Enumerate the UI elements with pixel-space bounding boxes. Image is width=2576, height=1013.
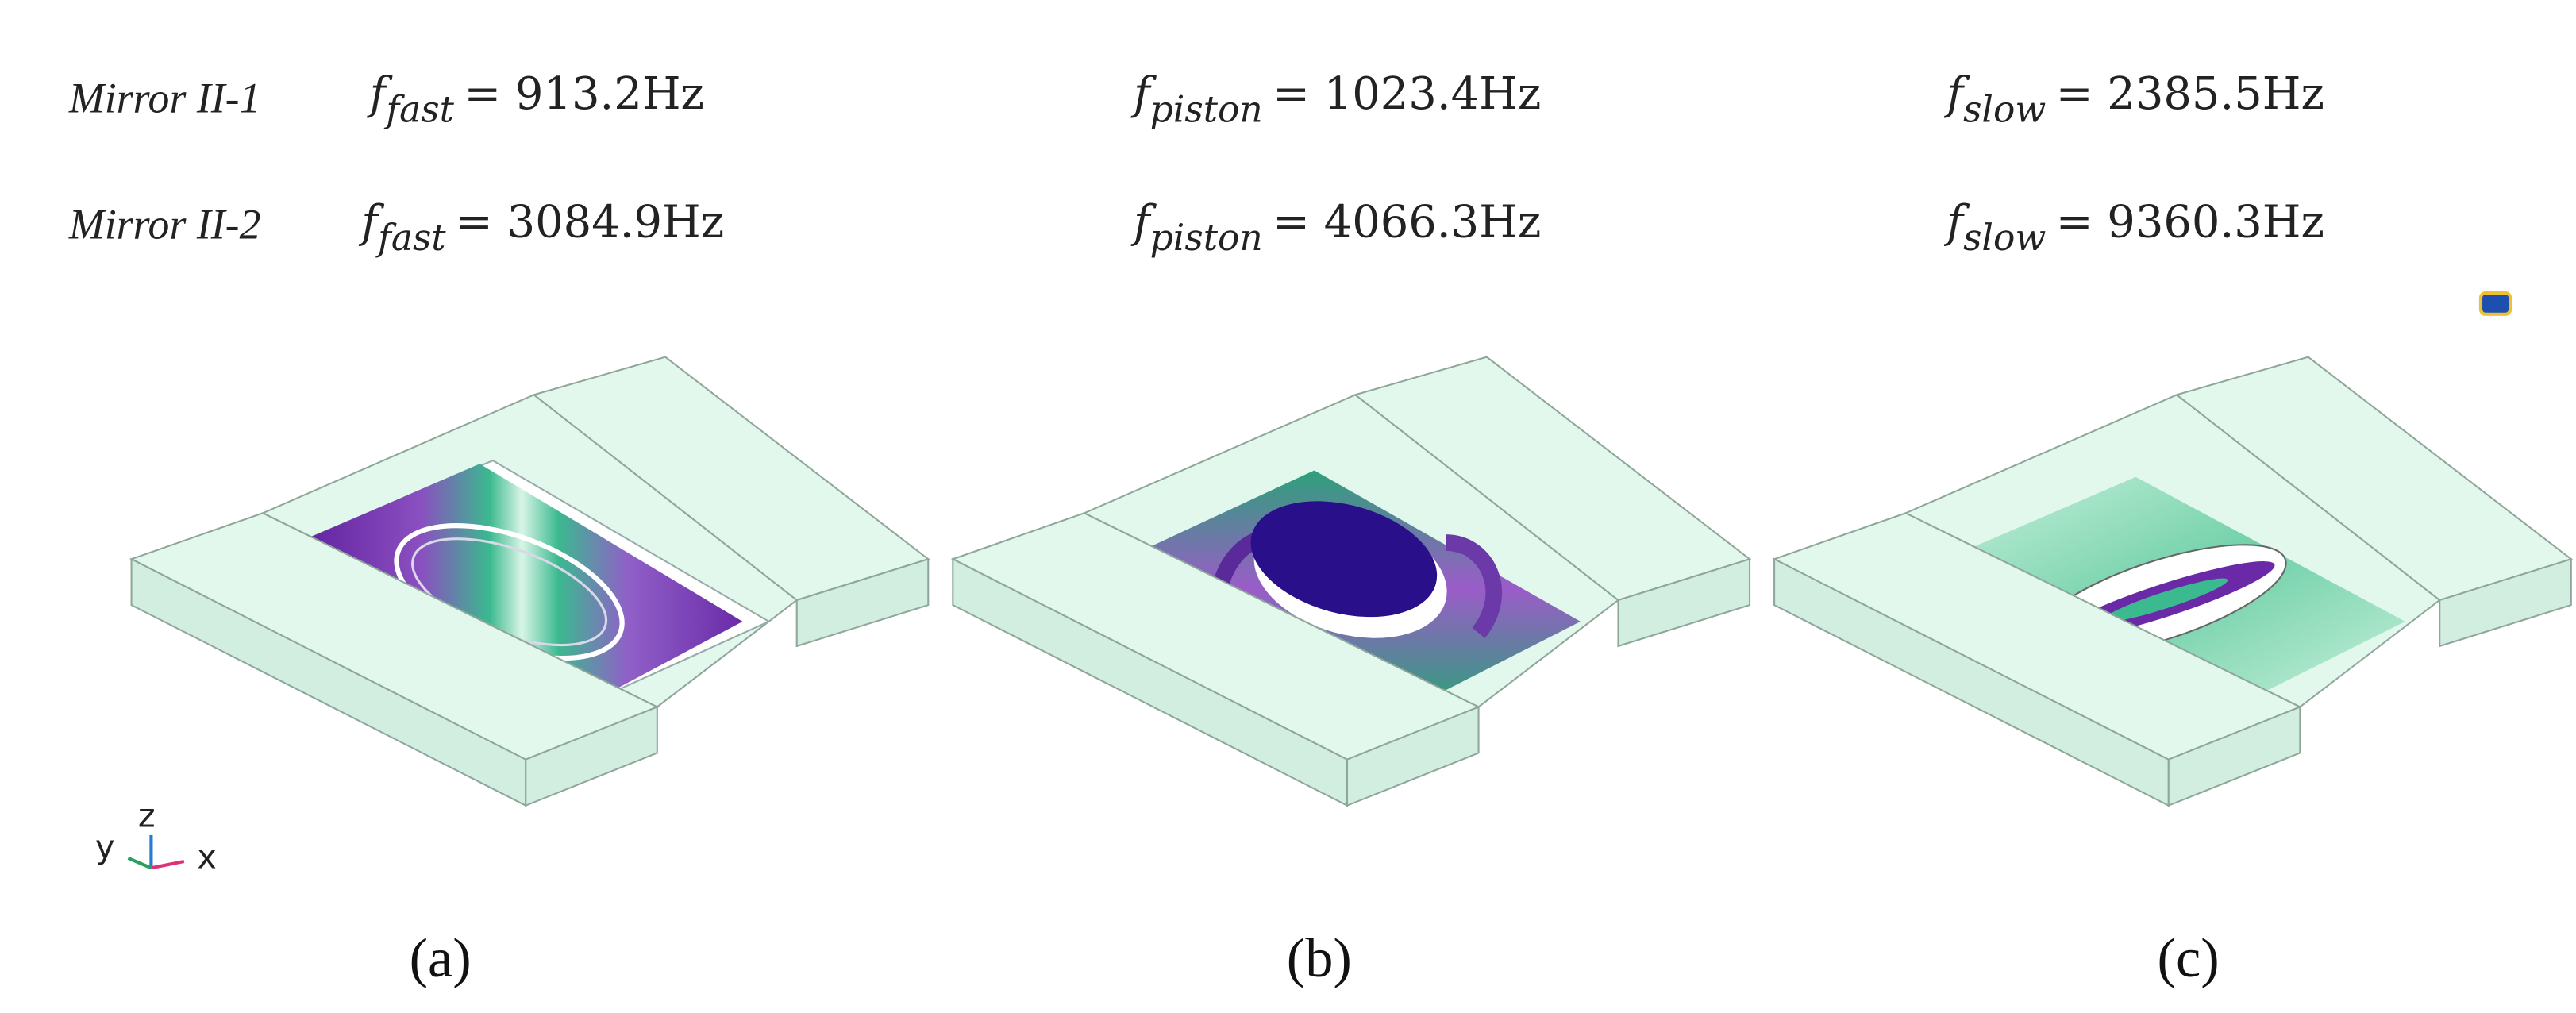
subscript: slow (1963, 217, 2046, 259)
frequency: ffast = 3084.9Hz (358, 197, 724, 260)
frequency: ffast = 913.2Hz (367, 68, 704, 131)
axis-label: z (138, 797, 156, 835)
axis-triad: z y x (95, 797, 217, 876)
value: = 9360.3Hz (2056, 197, 2324, 248)
value: = 4066.3Hz (1273, 197, 1541, 248)
value: = 913.2Hz (464, 68, 704, 120)
frequency: fslow = 9360.3Hz (1943, 197, 2324, 260)
value: = 1023.4Hz (1273, 68, 1541, 120)
mode-shape-c (1772, 356, 2574, 807)
row-label: Mirror II-1 (68, 74, 261, 121)
value: = 2385.5Hz (2056, 68, 2324, 120)
subscript: piston (1150, 89, 1263, 131)
axis-label: x (197, 838, 216, 876)
value: = 3084.9Hz (456, 197, 724, 248)
mode-shape-b (950, 356, 1752, 807)
subscript: slow (1963, 89, 2046, 131)
panel-label: (c) (2158, 927, 2220, 989)
panel-label: (a) (410, 927, 472, 989)
frequency: fpiston = 1023.4Hz (1130, 68, 1541, 131)
mode-shape-a (129, 356, 930, 807)
subscript: fast (383, 89, 454, 131)
subscript: piston (1150, 217, 1263, 259)
equations: Mirror II-1 Mirror II-2 ffast = 913.2Hz f… (68, 68, 2324, 259)
frequency: fslow = 2385.5Hz (1943, 68, 2324, 131)
axis-label: y (95, 828, 115, 866)
panel-label: (b) (1287, 927, 1352, 989)
frequency: fpiston = 4066.3Hz (1130, 197, 1541, 260)
icon (2478, 291, 2512, 316)
row-label: Mirror II-2 (68, 201, 261, 248)
subscript: fast (375, 217, 446, 259)
